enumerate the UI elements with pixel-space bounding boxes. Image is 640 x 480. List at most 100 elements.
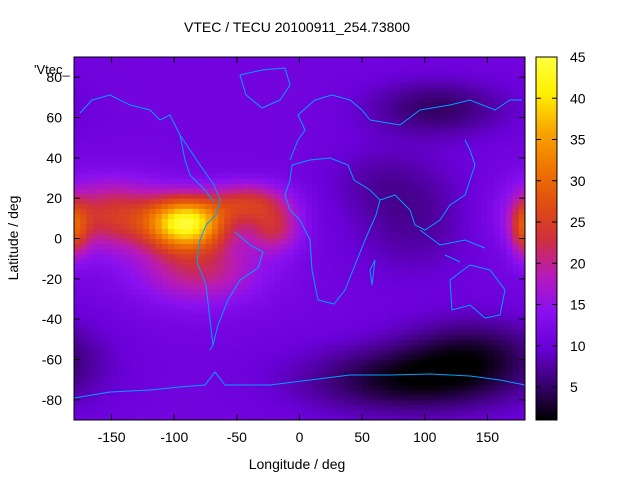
heatmap-cell	[474, 152, 482, 159]
heatmap-cell	[493, 92, 501, 98]
heatmap-cell	[155, 157, 163, 164]
heatmap-cell	[205, 359, 213, 366]
heatmap-cell	[374, 72, 382, 78]
heatmap-cell	[512, 263, 520, 270]
heatmap-cell	[380, 374, 388, 381]
heatmap-cell	[117, 67, 125, 73]
heatmap-cell	[330, 142, 338, 149]
heatmap-cell	[468, 203, 476, 209]
heatmap-cell	[468, 369, 476, 376]
heatmap-cell	[349, 369, 357, 376]
heatmap-cell	[280, 299, 288, 305]
heatmap-cell	[349, 304, 357, 310]
heatmap-cell	[193, 233, 200, 240]
heatmap-cell	[205, 188, 213, 194]
heatmap-cell	[493, 394, 501, 401]
heatmap-cell	[149, 339, 157, 345]
heatmap-cell	[456, 147, 463, 154]
heatmap-cell	[74, 102, 81, 109]
heatmap-cell	[249, 379, 257, 386]
heatmap-cell	[506, 208, 514, 214]
heatmap-cell	[362, 97, 369, 103]
heatmap-cell	[443, 354, 451, 361]
heatmap-cell	[92, 293, 100, 300]
heatmap-cell	[487, 218, 495, 224]
heatmap-cell	[387, 152, 395, 159]
heatmap-cell	[324, 248, 332, 255]
heatmap-cell	[167, 157, 175, 164]
heatmap-cell	[374, 379, 382, 386]
heatmap-cell	[111, 278, 119, 285]
heatmap-cell	[230, 92, 238, 98]
heatmap-cell	[318, 369, 326, 376]
heatmap-cell	[431, 97, 438, 103]
heatmap-cell	[224, 283, 232, 290]
heatmap-cell	[337, 349, 344, 356]
heatmap-cell	[405, 258, 413, 265]
heatmap-cell	[349, 399, 357, 406]
heatmap-cell	[512, 359, 520, 366]
heatmap-cell	[249, 193, 257, 199]
heatmap-cell	[380, 132, 388, 139]
heatmap-cell	[236, 404, 244, 411]
heatmap-cell	[149, 354, 157, 361]
heatmap-cell	[274, 339, 282, 345]
heatmap-cell	[312, 324, 319, 330]
heatmap-cell	[249, 167, 257, 174]
heatmap-cell	[518, 188, 525, 194]
heatmap-cell	[399, 203, 407, 209]
heatmap-cell	[280, 208, 288, 214]
heatmap-cell	[330, 293, 338, 300]
heatmap-cell	[130, 188, 138, 194]
heatmap-cell	[199, 213, 207, 219]
heatmap-cell	[193, 162, 200, 169]
heatmap-cell	[174, 233, 182, 240]
heatmap-cell	[124, 198, 131, 204]
heatmap-cell	[293, 198, 301, 204]
heatmap-cell	[431, 273, 438, 280]
heatmap-cell	[337, 132, 344, 139]
heatmap-cell	[324, 223, 332, 230]
heatmap-cell	[324, 278, 332, 285]
heatmap-cell	[280, 147, 288, 154]
heatmap-cell	[174, 299, 182, 305]
heatmap-cell	[149, 112, 157, 119]
heatmap-cell	[349, 178, 357, 184]
heatmap-cell	[167, 208, 175, 214]
heatmap-cell	[443, 319, 451, 325]
heatmap-cell	[512, 72, 520, 78]
heatmap-cell	[92, 172, 100, 179]
heatmap-cell	[155, 243, 163, 250]
heatmap-cell	[111, 203, 119, 209]
heatmap-cell	[111, 379, 119, 386]
heatmap-cell	[424, 268, 432, 275]
heatmap-cell	[337, 97, 344, 103]
heatmap-cell	[224, 117, 232, 124]
heatmap-cell	[92, 359, 100, 366]
heatmap-cell	[393, 414, 401, 420]
heatmap-cell	[268, 344, 276, 351]
heatmap-cell	[199, 107, 207, 114]
heatmap-cell	[205, 152, 213, 159]
heatmap-cell	[193, 152, 200, 159]
heatmap-cell	[481, 188, 489, 194]
heatmap-cell	[462, 198, 470, 204]
heatmap-cell	[312, 339, 319, 345]
heatmap-cell	[74, 137, 81, 144]
heatmap-cell	[205, 273, 213, 280]
heatmap-cell	[142, 97, 150, 103]
heatmap-cell	[305, 253, 313, 260]
heatmap-cell	[249, 364, 257, 371]
heatmap-cell	[117, 162, 125, 169]
heatmap-cell	[330, 127, 338, 134]
heatmap-cell	[161, 319, 169, 325]
heatmap-cell	[286, 157, 294, 164]
heatmap-cell	[418, 188, 426, 194]
heatmap-cell	[92, 72, 100, 78]
heatmap-cell	[387, 142, 395, 149]
heatmap-cell	[355, 309, 363, 315]
heatmap-cell	[318, 399, 326, 406]
heatmap-cell	[481, 344, 489, 351]
heatmap-cell	[86, 218, 94, 224]
heatmap-cell	[130, 293, 138, 300]
